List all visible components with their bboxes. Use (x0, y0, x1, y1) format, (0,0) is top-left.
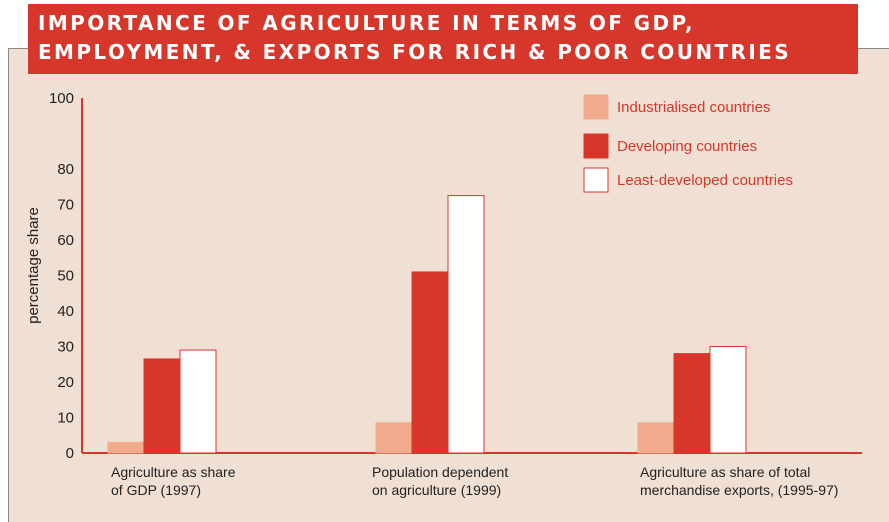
chart-title: IMPORTANCE OF AGRICULTURE IN TERMS OF GD… (28, 4, 858, 74)
y-axis-title: percentage share (25, 207, 42, 324)
x-category-label: Population dependent (372, 464, 508, 480)
legend-swatch (583, 94, 609, 120)
x-category-label: on agriculture (1999) (372, 482, 501, 498)
y-tick-label: 100 (49, 90, 74, 107)
y-tick-label: 70 (57, 197, 74, 214)
y-tick-label: 40 (57, 303, 74, 320)
chart-title-line-1: IMPORTANCE OF AGRICULTURE IN TERMS OF GD… (38, 11, 695, 35)
legend-label: Industrialised countries (617, 99, 770, 116)
legend-label: Developing countries (617, 138, 757, 155)
y-tick-label: 60 (57, 232, 74, 249)
x-category-label: merchandise exports, (1995-97) (640, 482, 838, 498)
x-category-label: Agriculture as share of total (640, 464, 810, 480)
bar-1-2 (375, 422, 413, 454)
y-tick-label: 50 (57, 268, 74, 285)
x-category-label: Agriculture as share (111, 464, 236, 480)
y-tick-label: 80 (57, 161, 74, 178)
legend-label: Least-developed countries (617, 172, 793, 189)
legend-swatch (583, 133, 609, 159)
x-category-label: of GDP (1997) (111, 482, 201, 498)
y-tick-label: 30 (57, 339, 74, 356)
bar-2-2 (411, 271, 449, 454)
bar-2-3 (673, 353, 711, 454)
y-tick-label: 20 (57, 374, 74, 391)
y-tick-label: 0 (66, 445, 74, 462)
chart-title-line-2: EMPLOYMENT, & EXPORTS FOR RICH & POOR CO… (38, 40, 792, 64)
legend-swatch (583, 167, 609, 193)
bar-3-2 (447, 195, 485, 454)
bar-3-1 (179, 349, 217, 454)
y-tick-label: 10 (57, 410, 74, 427)
bar-1-1 (107, 441, 145, 454)
bar-1-3 (637, 422, 675, 454)
bar-3-3 (709, 346, 747, 454)
bar-2-1 (143, 358, 181, 454)
